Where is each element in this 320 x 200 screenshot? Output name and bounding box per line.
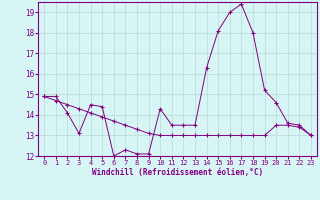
X-axis label: Windchill (Refroidissement éolien,°C): Windchill (Refroidissement éolien,°C): [92, 168, 263, 177]
